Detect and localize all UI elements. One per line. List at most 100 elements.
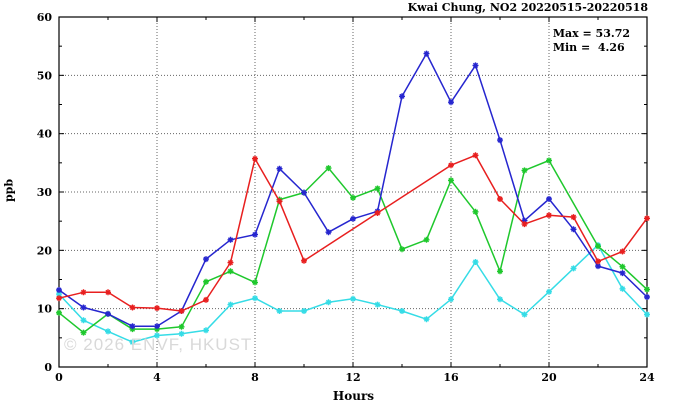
series-blue-marker	[276, 165, 283, 172]
series-blue-marker	[154, 323, 160, 330]
series-blue-line	[58, 52, 648, 327]
series-blue-marker	[350, 215, 356, 222]
series-red-marker	[301, 257, 307, 264]
series-cyan-marker	[472, 259, 479, 265]
series-red-marker	[448, 162, 454, 169]
series-green-marker	[619, 263, 626, 270]
x-tick-label: 12	[345, 371, 360, 384]
series-cyan-marker	[399, 308, 405, 314]
series-red-marker	[105, 289, 111, 296]
x-tick-label: 20	[541, 371, 557, 384]
series-green-marker	[56, 309, 62, 316]
series-blue-marker	[644, 294, 650, 300]
series-cyan-marker	[154, 332, 160, 339]
series-red-marker	[546, 212, 552, 219]
series-blue-marker	[570, 226, 577, 233]
series-red-marker	[595, 258, 601, 265]
y-tick-label: 40	[37, 128, 53, 141]
series-red-marker	[276, 198, 283, 205]
series-green-marker	[399, 246, 405, 253]
series-blue-marker	[252, 231, 258, 238]
series-red-marker	[203, 296, 209, 303]
series-green-marker	[521, 167, 528, 174]
series-green-marker	[325, 165, 332, 172]
series-cyan-marker	[350, 295, 356, 302]
series-red-marker	[497, 196, 503, 202]
series-red-marker	[56, 295, 62, 302]
y-axis-title: ppb	[2, 178, 16, 203]
series-blue-marker	[595, 263, 601, 270]
chart-title: Kwai Chung, NO2 20220515-20220518	[407, 1, 648, 14]
min-value-label: Min = 4.26	[552, 41, 625, 54]
series-blue-marker	[129, 323, 136, 330]
series-cyan-marker	[325, 299, 332, 306]
series-cyan-marker	[56, 291, 62, 298]
series-blue-marker	[423, 50, 430, 57]
x-tick-label: 8	[251, 371, 259, 384]
series-blue-marker	[325, 229, 332, 236]
series-red-marker	[472, 152, 479, 159]
series-red-marker	[644, 215, 650, 222]
series-green-marker	[497, 268, 503, 275]
series-green-marker	[350, 194, 356, 201]
series-blue-marker	[448, 99, 454, 106]
y-tick-label: 30	[37, 186, 53, 199]
series-cyan-marker	[252, 295, 258, 302]
series-cyan-marker	[276, 308, 283, 314]
y-tick-label: 10	[37, 303, 53, 316]
series-blue-marker	[521, 217, 528, 224]
series-green-marker	[472, 208, 479, 215]
series-blue-marker	[56, 287, 62, 293]
series-blue-marker	[301, 189, 307, 196]
series-cyan-marker	[497, 296, 503, 303]
max-value-label: Max = 53.72	[552, 27, 630, 40]
series-green-marker	[546, 157, 552, 164]
series-cyan-marker	[619, 285, 626, 292]
series-red-marker	[252, 155, 258, 162]
series-blue-marker	[619, 270, 626, 277]
series-blue-marker	[497, 137, 503, 144]
series-green-marker	[644, 286, 650, 293]
series-blue-marker	[105, 310, 111, 317]
series-red-marker	[154, 305, 160, 312]
series-cyan-marker	[546, 288, 552, 295]
plot-border	[58, 16, 648, 368]
series-blue-marker	[399, 93, 405, 100]
series-green-marker	[448, 177, 454, 184]
series-green-marker	[178, 323, 185, 330]
x-tick-label: 16	[443, 371, 459, 384]
series-cyan-marker	[423, 316, 430, 323]
y-tick-label: 0	[44, 361, 52, 374]
y-tick-label: 20	[37, 244, 53, 257]
series-green-marker	[252, 279, 258, 286]
series-cyan-marker	[374, 301, 381, 308]
series-blue-marker	[227, 236, 234, 243]
series-cyan-marker	[105, 328, 111, 335]
series-blue-marker	[203, 256, 209, 263]
series-green-line	[58, 159, 648, 334]
series-cyan-marker	[227, 301, 234, 308]
series-red-marker	[227, 259, 234, 266]
series-cyan-marker	[301, 308, 307, 314]
series-cyan-marker	[203, 327, 209, 334]
series-cyan-marker	[178, 330, 185, 337]
series-blue-marker	[472, 62, 479, 69]
series-green-marker	[423, 236, 430, 243]
series-green-marker	[80, 329, 87, 336]
series-red-marker	[178, 308, 185, 314]
series-blue-marker	[80, 304, 87, 311]
series-cyan-marker	[129, 339, 136, 346]
series-green-marker	[227, 268, 234, 275]
series-red-marker	[374, 210, 381, 216]
series-red-marker	[80, 289, 87, 296]
watermark: © 2026 ENVF, HKUST	[64, 335, 253, 354]
series-blue-marker	[546, 196, 552, 202]
series-cyan-marker	[644, 311, 650, 318]
y-tick-label: 60	[37, 11, 53, 24]
series-red-marker	[129, 304, 136, 311]
series-green-marker	[203, 278, 209, 285]
max-min-annotation: Max = 53.72 Min = 4.26	[553, 27, 630, 55]
series-cyan-marker	[448, 296, 454, 303]
